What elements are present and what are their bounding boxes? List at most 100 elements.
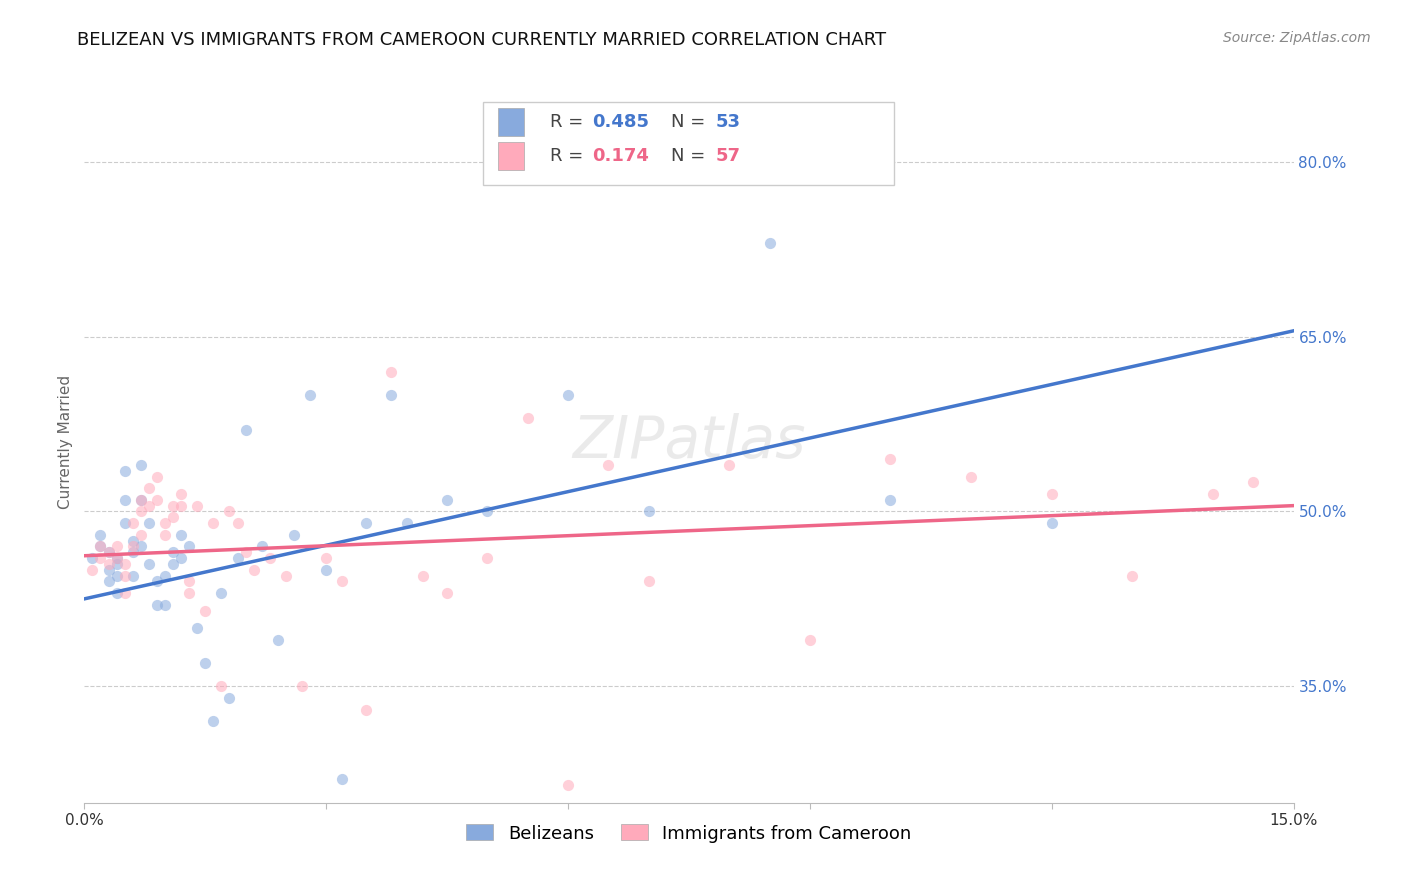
Point xyxy=(960,469,983,483)
Point xyxy=(153,598,176,612)
Point xyxy=(1241,475,1264,490)
Point xyxy=(879,452,901,467)
Point xyxy=(162,557,184,571)
Point xyxy=(1121,568,1143,582)
Point xyxy=(105,551,128,566)
Point xyxy=(153,528,176,542)
Point xyxy=(129,540,152,554)
Text: N =: N = xyxy=(671,147,711,165)
Point xyxy=(105,568,128,582)
Point xyxy=(97,557,120,571)
Point xyxy=(637,574,659,589)
Point xyxy=(436,492,458,507)
Point xyxy=(274,568,297,582)
Point xyxy=(114,492,136,507)
Text: R =: R = xyxy=(550,147,589,165)
Point xyxy=(235,423,257,437)
Point xyxy=(114,516,136,530)
Point xyxy=(129,528,152,542)
Text: ZIPatlas: ZIPatlas xyxy=(572,413,806,470)
Text: 53: 53 xyxy=(716,113,741,131)
Point xyxy=(380,388,402,402)
Point xyxy=(194,603,217,617)
FancyBboxPatch shape xyxy=(498,109,524,136)
Legend: Belizeans, Immigrants from Cameroon: Belizeans, Immigrants from Cameroon xyxy=(457,815,921,852)
Point xyxy=(170,551,193,566)
Point xyxy=(380,365,402,379)
Point xyxy=(637,504,659,518)
Point xyxy=(186,621,208,635)
Point xyxy=(291,679,314,693)
Point xyxy=(89,528,111,542)
Point xyxy=(209,679,232,693)
Point xyxy=(97,563,120,577)
Point xyxy=(114,586,136,600)
Point xyxy=(202,516,225,530)
Text: N =: N = xyxy=(671,113,711,131)
Point xyxy=(477,551,499,566)
Point xyxy=(170,499,193,513)
Point xyxy=(226,551,249,566)
Point xyxy=(395,516,418,530)
Point xyxy=(202,714,225,729)
Point xyxy=(356,702,378,716)
Point xyxy=(209,586,232,600)
Point xyxy=(82,563,104,577)
Point xyxy=(218,690,240,705)
Text: 57: 57 xyxy=(716,147,741,165)
Point xyxy=(1040,516,1063,530)
Point xyxy=(330,574,353,589)
Point xyxy=(89,540,111,554)
Point xyxy=(718,458,741,472)
Point xyxy=(179,586,201,600)
Point xyxy=(97,574,120,589)
Text: 0.485: 0.485 xyxy=(592,113,650,131)
Point xyxy=(436,586,458,600)
Point xyxy=(146,492,169,507)
Point xyxy=(330,772,353,787)
Point xyxy=(89,540,111,554)
Point xyxy=(105,586,128,600)
Y-axis label: Currently Married: Currently Married xyxy=(58,375,73,508)
Point xyxy=(121,545,143,559)
Point xyxy=(1040,487,1063,501)
Point xyxy=(82,551,104,566)
Point xyxy=(283,528,305,542)
Point xyxy=(170,487,193,501)
Point xyxy=(186,499,208,513)
Point xyxy=(114,557,136,571)
Point xyxy=(146,469,169,483)
Point xyxy=(138,499,160,513)
FancyBboxPatch shape xyxy=(498,143,524,169)
Point xyxy=(179,574,201,589)
FancyBboxPatch shape xyxy=(484,102,894,185)
Point xyxy=(162,510,184,524)
Point xyxy=(477,504,499,518)
Point xyxy=(105,540,128,554)
Point xyxy=(105,551,128,566)
Point xyxy=(153,516,176,530)
Point xyxy=(89,551,111,566)
Point xyxy=(1202,487,1225,501)
Point xyxy=(758,236,780,251)
Point xyxy=(412,568,434,582)
Point xyxy=(114,568,136,582)
Point xyxy=(129,458,152,472)
Point xyxy=(114,464,136,478)
Point xyxy=(121,540,143,554)
Point xyxy=(121,533,143,548)
Text: R =: R = xyxy=(550,113,589,131)
Point xyxy=(516,411,538,425)
Point xyxy=(153,568,176,582)
Point xyxy=(356,516,378,530)
Point xyxy=(162,499,184,513)
Point xyxy=(138,481,160,495)
Point xyxy=(250,540,273,554)
Text: 0.174: 0.174 xyxy=(592,147,650,165)
Point xyxy=(179,540,201,554)
Point xyxy=(129,492,152,507)
Point xyxy=(799,632,821,647)
Point xyxy=(879,492,901,507)
Point xyxy=(242,563,264,577)
Point xyxy=(194,656,217,670)
